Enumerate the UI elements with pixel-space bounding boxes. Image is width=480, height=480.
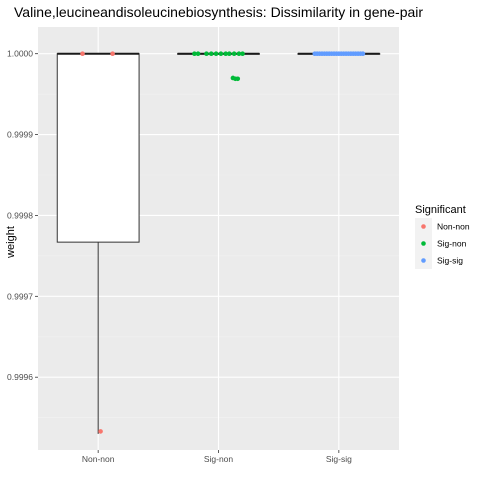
point-sig-non	[231, 51, 237, 56]
legend-label: Non-non	[437, 222, 470, 232]
y-axis-title: weight	[5, 226, 17, 259]
point-sig-non	[208, 51, 214, 56]
x-axis: Non-non Sig-non Sig-sig	[82, 450, 352, 464]
y-tick-label: 0.9996	[7, 372, 33, 382]
point-sig-non	[192, 51, 197, 56]
x-tick-label: Non-non	[82, 454, 115, 464]
point-sig-non	[218, 51, 224, 56]
point-sig-sig	[360, 51, 366, 56]
legend-item-non-non: Non-non	[415, 218, 470, 235]
point-non-non	[80, 51, 85, 56]
point-sig-non	[204, 51, 209, 56]
legend-title: Significant	[415, 204, 466, 216]
legend-label: Sig-non	[437, 239, 467, 249]
box-body	[56, 53, 140, 243]
point-sig-non	[235, 76, 241, 82]
chart-title: Valine,leucineandisoleucinebiosynthesis:…	[14, 4, 423, 20]
boxes	[56, 52, 381, 434]
point-non-non	[110, 51, 115, 56]
point-sig-non	[223, 51, 229, 56]
legend-swatch	[421, 224, 426, 229]
point-sig-non	[213, 51, 219, 56]
box-sig-non	[177, 52, 260, 55]
x-tick-label: Sig-sig	[326, 454, 352, 464]
legend-swatch	[421, 258, 426, 263]
legend: Significant Non-non Sig-non Sig-sig	[415, 204, 470, 269]
y-axis: 0.9996 0.9997 0.9998 0.9999 1.0000	[7, 49, 38, 382]
point-non-non	[98, 429, 103, 434]
point-sig-non	[227, 51, 232, 56]
y-tick-label: 0.9999	[7, 130, 33, 140]
jitter-points	[80, 51, 366, 434]
point-sig-non	[240, 51, 245, 56]
x-tick-label: Sig-non	[204, 454, 234, 464]
y-tick-label: 0.9998	[7, 210, 33, 220]
point-sig-non	[195, 51, 201, 56]
y-tick-label: 0.9997	[7, 291, 33, 301]
legend-item-sig-sig: Sig-sig	[415, 252, 463, 269]
legend-item-sig-non: Sig-non	[415, 235, 467, 252]
legend-label: Sig-sig	[437, 256, 463, 266]
box-non-non	[56, 52, 140, 434]
y-tick-label: 1.0000	[7, 49, 33, 59]
point-sig-non	[236, 51, 242, 56]
legend-swatch	[421, 241, 426, 246]
